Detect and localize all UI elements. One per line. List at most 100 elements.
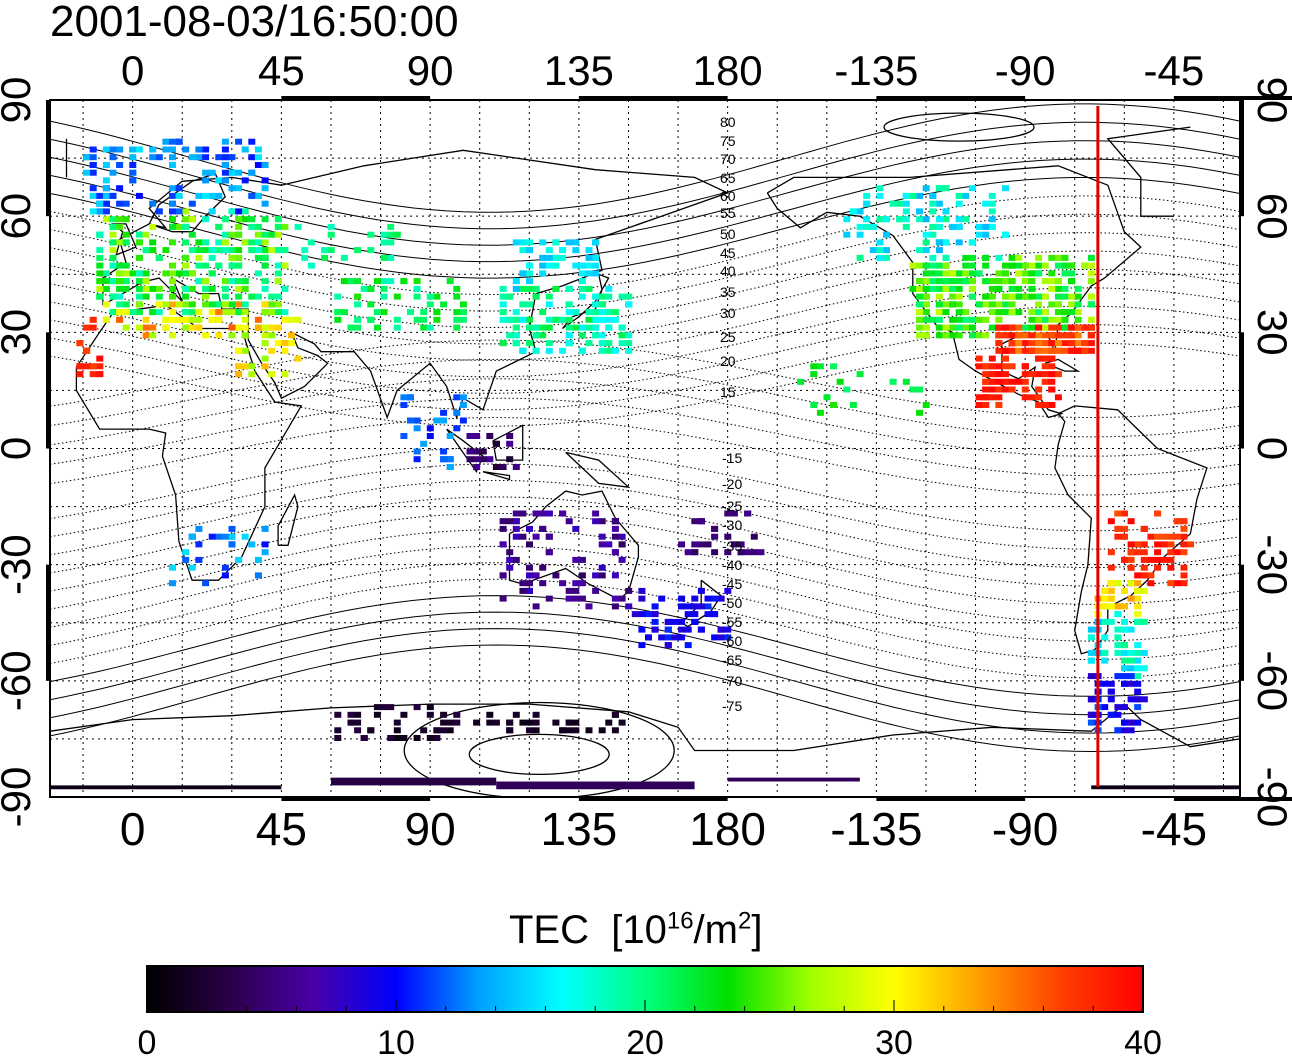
tec-cell bbox=[883, 216, 890, 223]
tec-cell bbox=[955, 316, 963, 323]
tec-cell bbox=[122, 324, 130, 331]
tec-cell bbox=[916, 208, 924, 215]
tec-cell bbox=[195, 324, 203, 331]
tec-cell bbox=[526, 727, 533, 734]
tec-cell bbox=[499, 541, 507, 548]
tec-cell bbox=[578, 347, 586, 354]
colorbar-tick-label: 10 bbox=[377, 1024, 415, 1057]
tec-cell bbox=[1002, 278, 1009, 285]
tec-cell bbox=[169, 285, 176, 292]
tec-cell bbox=[995, 386, 1003, 393]
tec-cell bbox=[902, 216, 910, 223]
tec-cell bbox=[102, 177, 110, 184]
tec-cell bbox=[545, 247, 553, 254]
tec-cell bbox=[512, 309, 520, 316]
tec-cell bbox=[578, 285, 586, 292]
tec-cell bbox=[241, 533, 249, 540]
lon-tick-label-bottom: -45 bbox=[1141, 803, 1207, 855]
tec-cell bbox=[367, 727, 375, 734]
tec-cell bbox=[929, 278, 937, 285]
tec-cell bbox=[195, 309, 203, 316]
tec-cell bbox=[876, 192, 884, 199]
tec-cell bbox=[1074, 309, 1082, 316]
tec-cell bbox=[221, 564, 229, 571]
tec-cell bbox=[122, 200, 130, 207]
tec-cell bbox=[539, 262, 547, 269]
tec-cell bbox=[935, 316, 943, 323]
tec-cell bbox=[261, 332, 269, 339]
tec-cell bbox=[856, 254, 864, 261]
tec-cell bbox=[169, 216, 176, 223]
tec-cell bbox=[863, 216, 871, 223]
frame-tick bbox=[1240, 100, 1244, 217]
tec-cell bbox=[202, 216, 210, 223]
tec-cell bbox=[499, 293, 507, 300]
lat-tick-label-left: 60 bbox=[0, 193, 39, 240]
tec-cell bbox=[1028, 309, 1036, 316]
tec-cell bbox=[420, 316, 428, 323]
tec-cell bbox=[1074, 301, 1082, 308]
tec-cell bbox=[373, 704, 381, 711]
tec-cell bbox=[1035, 316, 1043, 323]
contour-line bbox=[50, 250, 1240, 345]
tec-cell bbox=[724, 510, 732, 517]
tec-cell bbox=[519, 270, 527, 277]
tec-cell bbox=[102, 146, 110, 153]
tec-cell bbox=[228, 231, 236, 238]
tec-cell bbox=[935, 239, 943, 246]
tec-cell bbox=[949, 285, 957, 292]
tec-cell bbox=[155, 285, 163, 292]
tec-cell bbox=[1074, 324, 1082, 331]
tec-cell bbox=[248, 247, 256, 254]
tec-cell bbox=[909, 192, 917, 199]
contour-label: 35 bbox=[720, 284, 736, 300]
tec-cell bbox=[1114, 704, 1122, 711]
tec-cell bbox=[1114, 626, 1122, 633]
tec-cell bbox=[122, 285, 130, 292]
tec-cell bbox=[922, 231, 930, 238]
tec-cell bbox=[578, 332, 586, 339]
contour-line bbox=[50, 644, 1240, 753]
tec-cell bbox=[618, 293, 626, 300]
tec-cell bbox=[1021, 332, 1029, 339]
tec-cell bbox=[202, 301, 210, 308]
tec-cell bbox=[1121, 618, 1128, 625]
tec-cell bbox=[221, 138, 229, 145]
contour-line bbox=[50, 529, 1240, 624]
tec-cell bbox=[1081, 340, 1089, 347]
tec-cell bbox=[916, 386, 924, 393]
tec-cell bbox=[1087, 711, 1095, 718]
tec-cell bbox=[935, 247, 943, 254]
contour-label: 15 bbox=[720, 384, 736, 400]
tec-cell bbox=[638, 587, 646, 594]
tec-cell bbox=[1021, 340, 1029, 347]
tec-cell bbox=[248, 541, 256, 548]
tec-cell bbox=[440, 711, 448, 718]
tec-cell bbox=[102, 200, 110, 207]
tec-cell bbox=[492, 719, 500, 726]
tec-cell bbox=[89, 324, 97, 331]
tec-cell bbox=[968, 332, 976, 339]
tec-cell bbox=[578, 293, 586, 300]
tec-cell bbox=[876, 216, 884, 223]
tec-cell bbox=[1121, 525, 1128, 532]
tec-cell bbox=[149, 200, 157, 207]
tec-cell bbox=[942, 262, 950, 269]
tec-cell bbox=[340, 309, 348, 316]
tec-cell bbox=[76, 371, 84, 378]
tec-cell bbox=[354, 719, 362, 726]
tec-cell bbox=[241, 177, 249, 184]
tec-cell bbox=[565, 727, 573, 734]
tec-cell bbox=[1035, 301, 1043, 308]
tec-cell bbox=[611, 595, 619, 602]
tec-cell bbox=[155, 254, 163, 261]
tec-cell bbox=[1061, 254, 1069, 261]
tec-cell bbox=[1048, 270, 1056, 277]
tec-cell bbox=[334, 735, 342, 741]
tec-cell bbox=[968, 278, 976, 285]
tec-cell bbox=[1154, 564, 1162, 571]
tec-cell bbox=[1054, 340, 1062, 347]
tec-cell bbox=[116, 146, 124, 153]
tec-cell bbox=[975, 231, 983, 238]
tec-cell bbox=[737, 541, 745, 548]
